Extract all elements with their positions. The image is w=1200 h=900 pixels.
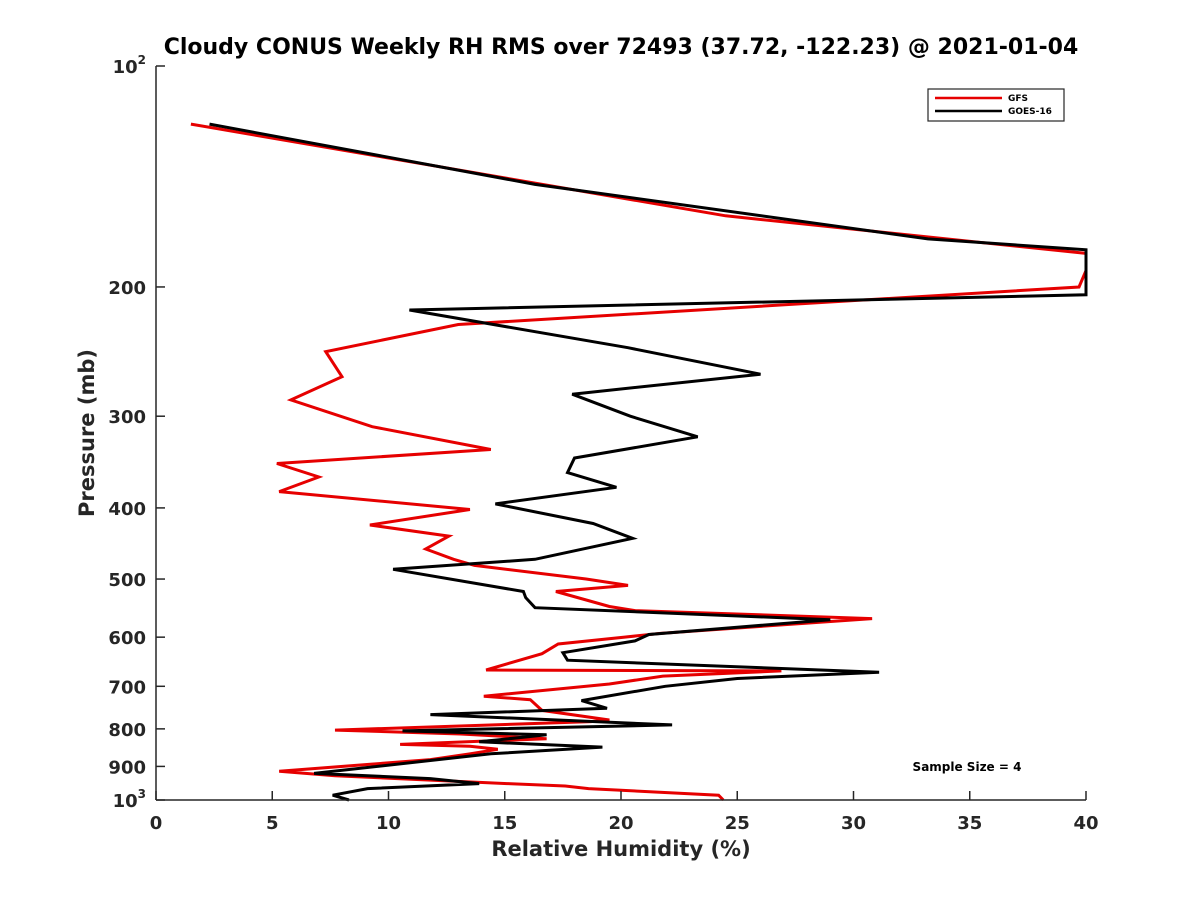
series-layer bbox=[190, 122, 1088, 802]
x-tick-label: 5 bbox=[266, 813, 279, 834]
y-tick-label: 400 bbox=[108, 499, 146, 520]
x-tick-label: 0 bbox=[150, 813, 163, 834]
plot-area: 0 5 10 15 20 25 30 35 40 10220030040050060070080… bbox=[108, 53, 1098, 834]
legend: GFS GOES-16 bbox=[927, 88, 1065, 122]
y-tick-label: 500 bbox=[108, 570, 146, 591]
y-tick-label: 300 bbox=[108, 407, 146, 428]
x-tick-label: 35 bbox=[957, 813, 982, 834]
x-ticks: 0 5 10 15 20 25 30 35 40 bbox=[150, 791, 1099, 834]
x-tick-label: 10 bbox=[376, 813, 401, 834]
legend-label-gfs: GFS bbox=[1008, 94, 1028, 104]
y-tick-label: 800 bbox=[108, 720, 146, 741]
x-tick-label: 20 bbox=[608, 813, 633, 834]
y-axis-label: Pressure (mb) bbox=[75, 349, 99, 517]
series-line-goes16 bbox=[209, 122, 1088, 802]
x-tick-label: 30 bbox=[841, 813, 866, 834]
x-tick-label: 15 bbox=[492, 813, 517, 834]
x-axis-label: Relative Humidity (%) bbox=[491, 837, 750, 861]
sample-size-annotation: Sample Size = 4 bbox=[913, 760, 1022, 774]
y-tick-label: 700 bbox=[108, 677, 146, 698]
legend-box bbox=[927, 88, 1065, 122]
y-tick-label: 600 bbox=[108, 628, 146, 649]
x-tick-label: 25 bbox=[725, 813, 750, 834]
legend-label-goes16: GOES-16 bbox=[1008, 107, 1052, 117]
chart-title: Cloudy CONUS Weekly RH RMS over 72493 (3… bbox=[164, 35, 1079, 60]
x-tick-label: 40 bbox=[1073, 813, 1098, 834]
y-tick-label: 900 bbox=[108, 757, 146, 778]
y-tick-label: 200 bbox=[108, 278, 146, 299]
